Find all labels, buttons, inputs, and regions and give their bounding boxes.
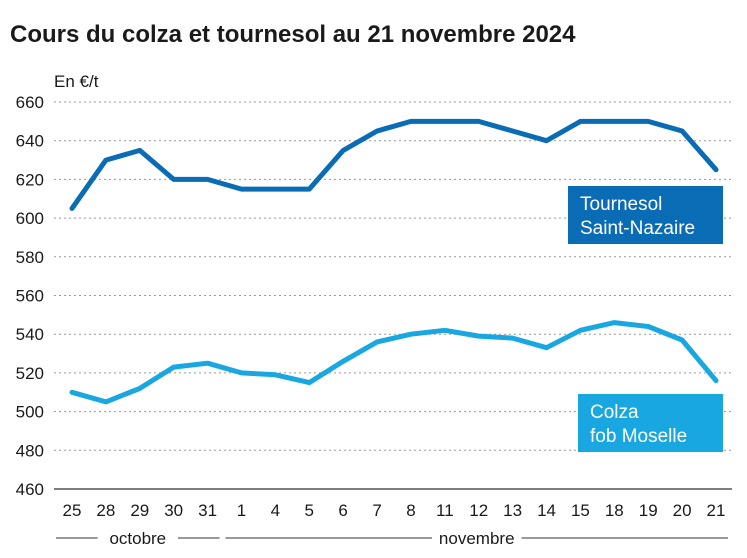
x-tick-label: 4 (271, 501, 280, 520)
y-tick-label: 560 (16, 287, 44, 306)
series-line-colza (69, 320, 719, 405)
series-label-line: Tournesol (580, 194, 662, 215)
x-tick-label: 18 (605, 501, 624, 520)
y-tick-label: 660 (16, 93, 44, 112)
x-tick-label: 11 (436, 501, 454, 520)
month-label-novembre: novembre (439, 529, 515, 548)
x-tick-label: 21 (707, 501, 726, 520)
x-tick-label: 30 (164, 501, 183, 520)
series-lines (69, 118, 719, 405)
x-tick-label: 6 (338, 501, 347, 520)
y-tick-label: 640 (16, 132, 44, 151)
series-label-colza: Colza fob Moselle (578, 394, 723, 452)
x-tick-label: 14 (537, 501, 556, 520)
x-tick-label: 25 (63, 501, 82, 520)
y-tick-label: 520 (16, 364, 44, 383)
x-tick-label: 28 (96, 501, 115, 520)
series-label-tournesol: Tournesol Saint-Nazaire (568, 186, 723, 244)
x-tick-label: 20 (673, 501, 692, 520)
y-tick-label: 580 (16, 248, 44, 267)
y-tick-label: 500 (16, 403, 44, 422)
series-label-line: Colza (590, 402, 639, 423)
y-tick-label: 480 (16, 441, 44, 460)
y-tick-label: 620 (16, 170, 44, 189)
x-tick-label: 8 (406, 501, 415, 520)
y-tick-label: 460 (16, 480, 44, 499)
x-tick-label: 19 (639, 501, 658, 520)
x-tick-label: 1 (237, 501, 246, 520)
series-label-box (578, 394, 723, 452)
x-tick-label: 5 (305, 501, 314, 520)
series-line-tournesol (69, 118, 719, 211)
y-axis-ticks: 460 480 500 520 540 560 580 600 620 640 660 (16, 93, 44, 499)
y-tick-label: 540 (16, 325, 44, 344)
x-tick-label: 7 (372, 501, 381, 520)
chart-title: Cours du colza et tournesol au 21 novemb… (10, 21, 576, 48)
series-label-line: Saint-Nazaire (580, 218, 695, 239)
x-tick-label: 13 (503, 501, 522, 520)
series-labels: Tournesol Saint-Nazaire Colza fob Moselle (568, 186, 723, 452)
month-labels: octobre novembre (56, 529, 728, 548)
x-tick-label: 15 (571, 501, 590, 520)
x-tick-label: 31 (198, 501, 217, 520)
series-label-box (568, 186, 723, 244)
month-label-octobre: octobre (109, 529, 166, 548)
series-label-line: fob Moselle (590, 426, 687, 447)
y-axis-unit-label: En €/t (54, 72, 99, 91)
x-tick-label: 12 (469, 501, 488, 520)
y-tick-label: 600 (16, 209, 44, 228)
x-axis-ticks: 25 28 29 30 31 1 4 5 6 7 8 11 12 13 14 15 18 19 20 21 (63, 501, 726, 520)
x-tick-label: 29 (130, 501, 149, 520)
